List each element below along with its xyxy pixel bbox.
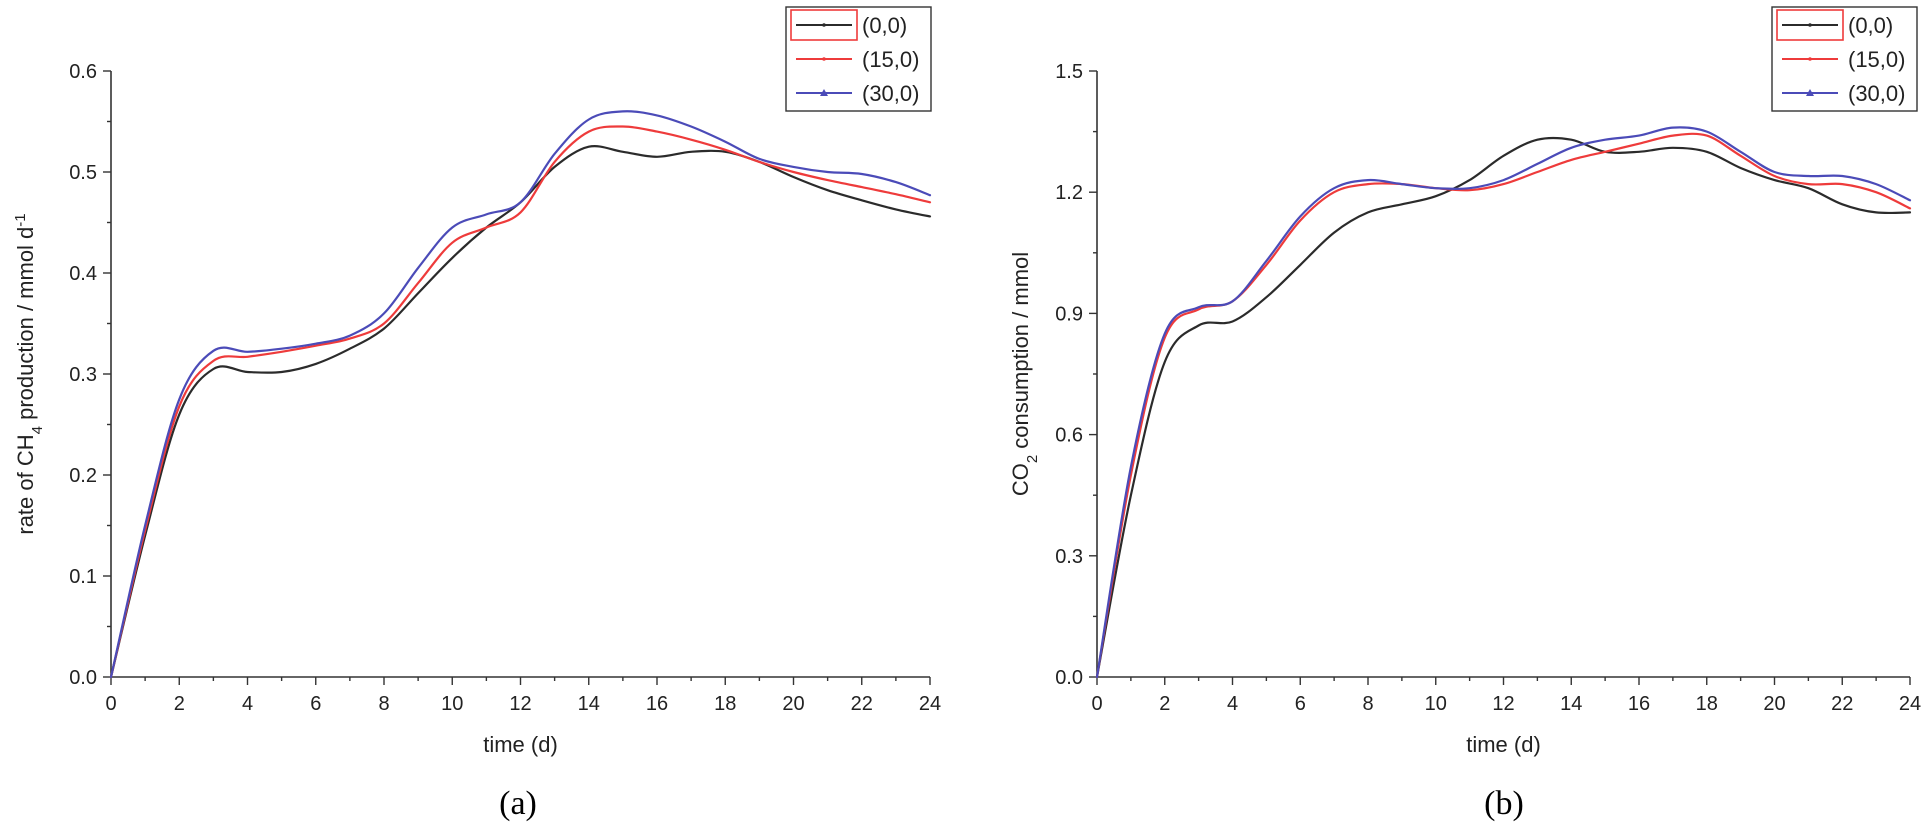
y-tick-label: 1.2 — [1055, 182, 1083, 204]
x-tick-label: 16 — [1628, 693, 1650, 715]
legend-marker-dot — [822, 57, 826, 61]
x-tick-label: 18 — [1696, 693, 1718, 715]
y-tick-label: 0.0 — [69, 667, 97, 689]
series-line-150 — [1095, 132, 1912, 679]
y-tick-label: 0.4 — [69, 263, 97, 285]
series-line-00 — [1095, 136, 1912, 679]
legend-marker-dot — [1808, 57, 1812, 61]
y-tick-label: 0.0 — [1055, 667, 1083, 689]
x-tick-label: 0 — [105, 693, 116, 715]
series-line-300 — [1095, 126, 1912, 679]
legend-marker-dot — [1808, 23, 1812, 27]
x-tick-label: 4 — [242, 693, 253, 715]
panel-caption: (a) — [499, 785, 537, 822]
panel-caption: (b) — [1484, 785, 1524, 822]
x-tick-label: 8 — [1362, 693, 1373, 715]
x-tick-label: 2 — [1159, 693, 1170, 715]
legend-label: (15,0) — [1848, 47, 1905, 72]
legend-label: (0,0) — [862, 13, 907, 38]
legend-label: (15,0) — [862, 47, 919, 72]
x-tick-label: 12 — [509, 693, 531, 715]
y-axis-title: rate of CH4 production / mmol d-1 — [12, 213, 46, 534]
y-axis-title-superscript: -1 — [12, 213, 29, 226]
x-tick-label: 10 — [441, 693, 463, 715]
y-axis-title-text: consumption / mmol — [1008, 252, 1033, 455]
x-tick-label: 6 — [1295, 693, 1306, 715]
x-tick-label: 14 — [578, 693, 600, 715]
legend-marker-triangle — [1806, 89, 1814, 96]
x-tick-label: 22 — [1831, 693, 1853, 715]
y-axis-title-subscript: 2 — [1024, 455, 1041, 463]
x-tick-label: 12 — [1492, 693, 1514, 715]
y-tick-label: 0.6 — [1055, 425, 1083, 447]
x-tick-label: 20 — [782, 693, 804, 715]
y-tick-label: 0.6 — [69, 61, 97, 83]
x-axis-title: time (d) — [1466, 732, 1541, 757]
legend-selection-highlight — [790, 9, 858, 41]
y-axis-title-text: CO — [1008, 463, 1033, 496]
x-tick-label: 22 — [851, 693, 873, 715]
x-tick-label: 4 — [1227, 693, 1238, 715]
series-line-150 — [109, 125, 932, 679]
legend-marker-triangle — [820, 89, 828, 96]
y-tick-label: 0.1 — [69, 566, 97, 588]
x-tick-label: 14 — [1560, 693, 1582, 715]
y-tick-label: 0.3 — [1055, 546, 1083, 568]
x-tick-label: 6 — [310, 693, 321, 715]
y-tick-label: 0.2 — [69, 465, 97, 487]
x-tick-label: 20 — [1763, 693, 1785, 715]
x-tick-label: 8 — [378, 693, 389, 715]
y-tick-label: 0.5 — [69, 162, 97, 184]
y-tick-label: 0.9 — [1055, 303, 1083, 325]
series-line-300 — [109, 110, 932, 679]
x-axis-title: time (d) — [483, 732, 558, 757]
y-tick-label: 0.3 — [69, 364, 97, 386]
y-axis-title: CO2 consumption / mmol — [1008, 252, 1041, 496]
y-tick-label: 1.5 — [1055, 61, 1083, 83]
legend-label: (30,0) — [862, 81, 919, 106]
x-tick-label: 2 — [174, 693, 185, 715]
y-axis-title-text: production / mmol d — [13, 227, 38, 426]
legend-selection-highlight — [1776, 9, 1844, 41]
legend-label: (0,0) — [1848, 13, 1893, 38]
legend-marker-dot — [822, 23, 826, 27]
chart-panel-a: 0 2 4 6 8 10 12 14 16 18 20 22 240.00.10.20.30.40.50… — [12, 6, 941, 822]
y-axis-title-text: rate of CH — [13, 434, 38, 534]
x-tick-label: 24 — [1899, 693, 1921, 715]
legend-label: (30,0) — [1848, 81, 1905, 106]
x-tick-label: 18 — [714, 693, 736, 715]
x-tick-label: 0 — [1091, 693, 1102, 715]
x-tick-label: 10 — [1425, 693, 1447, 715]
series-line-00 — [109, 145, 932, 679]
y-axis-title-subscript: 4 — [29, 426, 46, 434]
x-tick-label: 24 — [919, 693, 941, 715]
chart-panel-b: 0 2 4 6 8 10 12 14 16 18 20 22 240.00.30.60.91.21.5t… — [1008, 6, 1921, 822]
x-tick-label: 16 — [646, 693, 668, 715]
